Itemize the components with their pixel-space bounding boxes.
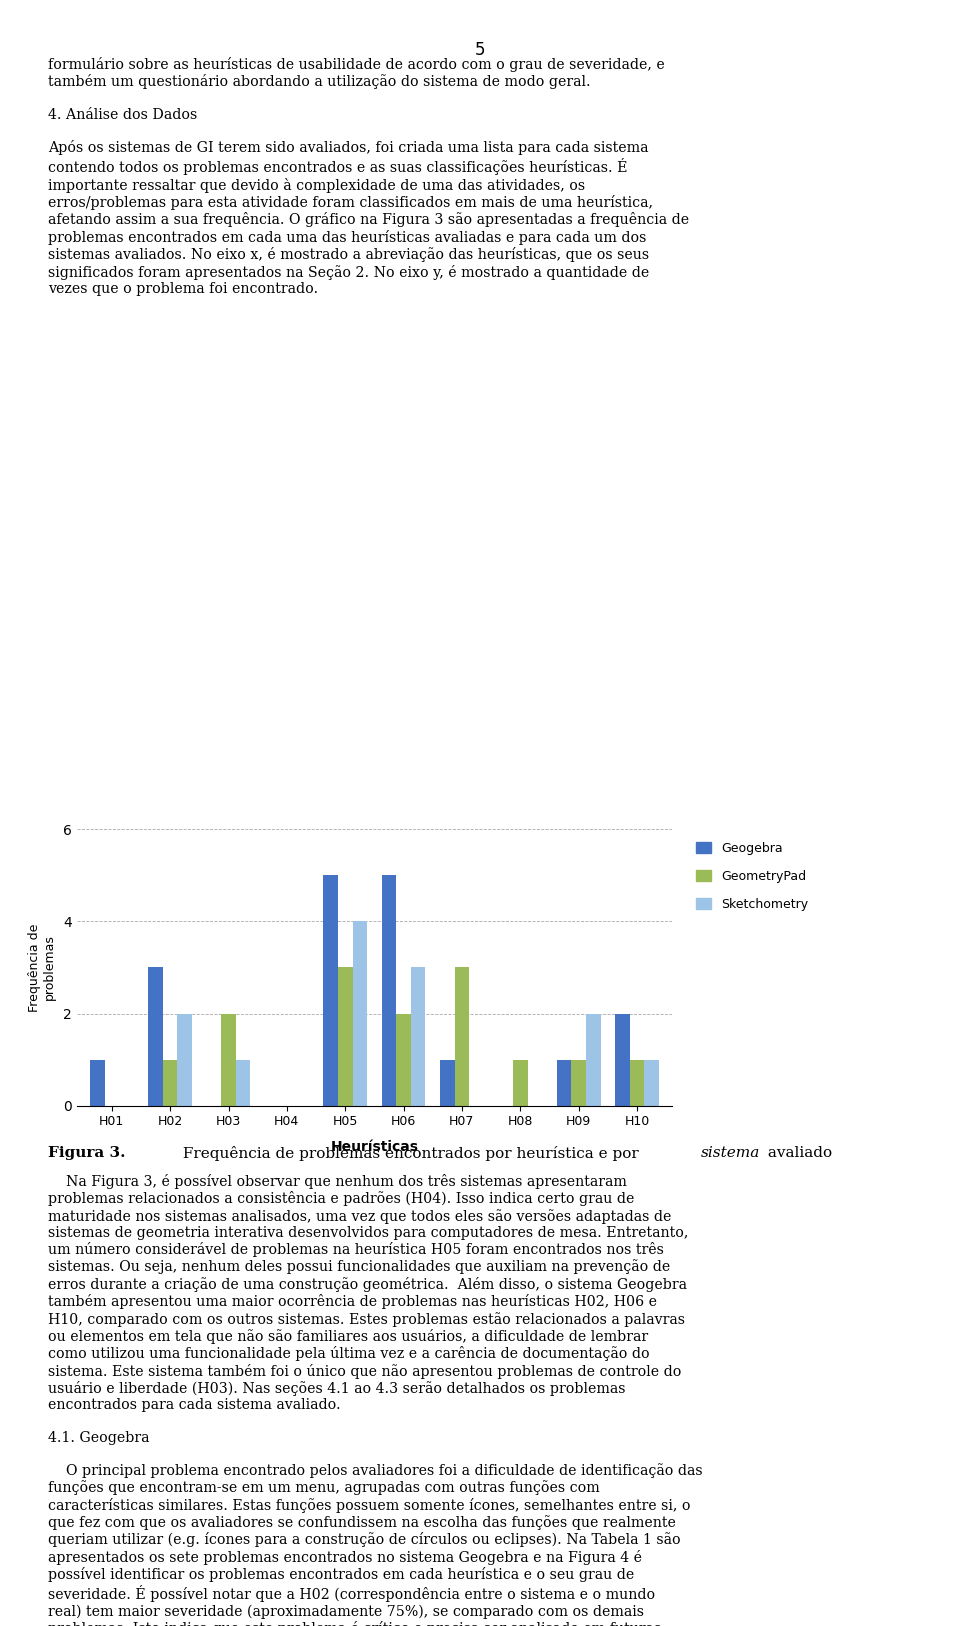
Bar xyxy=(178,1013,192,1106)
X-axis label: Heurísticas: Heurísticas xyxy=(330,1140,419,1153)
Bar xyxy=(221,1013,236,1106)
Bar xyxy=(630,1060,644,1106)
Text: Frequência de problemas encontrados por heurística e por: Frequência de problemas encontrados por … xyxy=(178,1146,643,1161)
Text: 5: 5 xyxy=(475,41,485,59)
Bar xyxy=(382,875,396,1106)
Bar xyxy=(324,875,338,1106)
Bar xyxy=(513,1060,528,1106)
Text: sistema: sistema xyxy=(701,1146,760,1161)
Bar xyxy=(148,967,163,1106)
Y-axis label: Frequência de
problemas: Frequência de problemas xyxy=(28,924,56,1011)
Bar xyxy=(236,1060,251,1106)
Bar xyxy=(163,1060,178,1106)
Bar xyxy=(571,1060,586,1106)
Bar xyxy=(440,1060,455,1106)
Text: formulário sobre as heurísticas de usabilidade de acordo com o grau de severidad: formulário sobre as heurísticas de usabi… xyxy=(48,57,689,296)
Bar xyxy=(557,1060,571,1106)
Bar xyxy=(352,922,367,1106)
Bar xyxy=(90,1060,105,1106)
Bar xyxy=(455,967,469,1106)
Bar xyxy=(411,967,425,1106)
Bar xyxy=(644,1060,659,1106)
Bar xyxy=(338,967,352,1106)
Bar xyxy=(396,1013,411,1106)
Bar xyxy=(615,1013,630,1106)
Legend: Geogebra, GeometryPad, Sketchometry: Geogebra, GeometryPad, Sketchometry xyxy=(690,836,815,917)
Bar xyxy=(586,1013,601,1106)
Text: avaliado: avaliado xyxy=(763,1146,832,1161)
Text: Figura 3.: Figura 3. xyxy=(48,1146,126,1161)
Text: Na Figura 3, é possível observar que nenhum dos três sistemas apresentaram
probl: Na Figura 3, é possível observar que nen… xyxy=(48,1174,703,1626)
